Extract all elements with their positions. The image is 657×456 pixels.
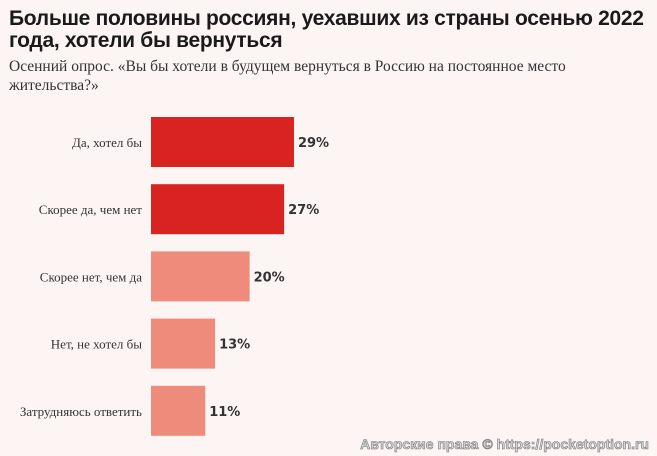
watermark: Авторские права © https://pocketoption.r… xyxy=(360,436,650,453)
category-label: Нет, не хотел бы xyxy=(51,337,142,352)
value-label: 20% xyxy=(254,270,285,285)
value-label: 11% xyxy=(209,405,240,420)
bar xyxy=(151,117,294,167)
bar xyxy=(151,184,285,235)
category-label: Да, хотел бы xyxy=(72,135,142,150)
category-label: Скорее нет, чем да xyxy=(40,269,142,284)
bar xyxy=(151,251,250,302)
value-label: 27% xyxy=(288,203,319,218)
chart-subtitle: Осенний опрос. «Вы бы хотели в будущем в… xyxy=(9,58,566,94)
chart-title: Больше половины россиян, уехавших из стр… xyxy=(9,7,644,52)
bar xyxy=(151,385,206,436)
value-label: 13% xyxy=(219,338,250,353)
category-label: Скорее да, чем нет xyxy=(39,202,143,217)
category-label: Затрудняюсь ответить xyxy=(20,404,142,419)
value-label: 29% xyxy=(298,136,329,151)
bar xyxy=(151,318,216,369)
